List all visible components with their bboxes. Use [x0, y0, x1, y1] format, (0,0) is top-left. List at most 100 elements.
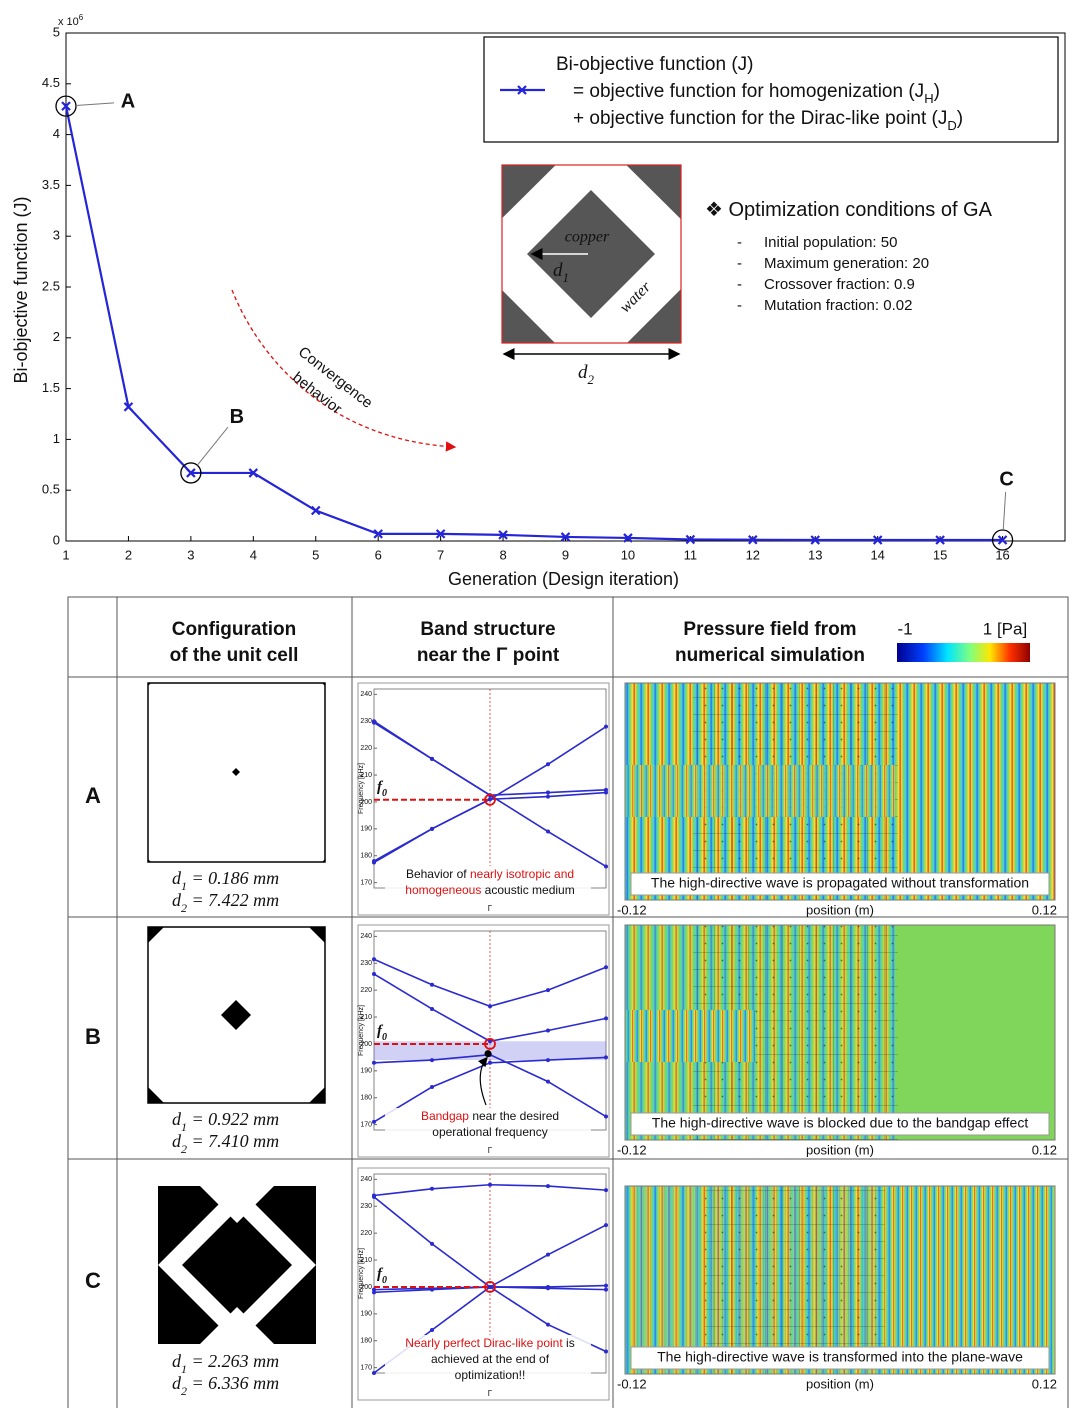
x-tick-label: 15 [933, 547, 947, 562]
band-point [488, 797, 492, 802]
table-grid [67, 596, 1069, 1408]
f0-label-part: f [377, 779, 384, 795]
d2-text-part: 2 [181, 1384, 187, 1398]
marker [935, 535, 945, 545]
band-y-tick-label: 240 [360, 933, 372, 940]
conditions-bullet: ❖ [705, 199, 729, 221]
band-point [546, 1252, 550, 1257]
inset-d1-part: d [553, 260, 563, 281]
f0-label-part: 0 [382, 1275, 387, 1286]
field-caption: The high-directive wave is blocked due t… [652, 1115, 1029, 1131]
legend-line-text-part: H [924, 91, 933, 106]
x-tick-label: 4 [250, 547, 257, 562]
config-b [147, 926, 326, 1104]
band-note-part: homogeneous [405, 883, 481, 897]
band-note-part: near the desired [469, 1109, 559, 1123]
annotation-circle [55, 95, 77, 117]
band-point [604, 1349, 608, 1354]
f0-circle [484, 793, 496, 806]
band-point [546, 1184, 550, 1189]
band-point [604, 1287, 608, 1292]
marker [685, 534, 696, 545]
x-tick-label: 16 [995, 547, 1009, 562]
band-note-part: acoustic medium [481, 883, 574, 897]
field-border [624, 682, 1056, 901]
band-note: operational frequency [432, 1125, 547, 1139]
condition-item: Maximum generation: 20 [764, 255, 929, 272]
x-tick-label: 13 [808, 547, 822, 562]
f0-label: f0 [377, 1023, 387, 1042]
band-note: Behavior of nearly isotropic and [406, 867, 574, 881]
band-y-tick-label: 230 [360, 960, 372, 967]
band-point [372, 957, 376, 962]
marker [186, 468, 196, 478]
d1-text-part: d [172, 1351, 182, 1371]
x-tick-label: 3 [187, 547, 194, 562]
band-point [546, 794, 550, 799]
position-min: -0.12 [617, 902, 647, 917]
band-note-part: Behavior of [406, 867, 470, 881]
band-point [430, 1186, 434, 1191]
d2-text-part: = 7.410 mm [187, 1131, 279, 1151]
condition-dash: - [737, 297, 742, 314]
band-y-tick-label: 170 [360, 1364, 372, 1371]
d1-text-part: d [172, 1109, 182, 1129]
band-y-tick-label: 240 [360, 691, 372, 698]
band-point [430, 756, 434, 761]
legend-line-text: = objective function for homogenization … [573, 81, 940, 106]
marker-stroke [623, 533, 633, 543]
band-point [546, 1028, 550, 1033]
d2-text-part: d [172, 1131, 182, 1151]
marker-stroke [186, 468, 196, 478]
band-point [430, 982, 434, 987]
band-note-part: is [563, 1336, 575, 1350]
band-y-tick-label: 220 [360, 1230, 372, 1237]
band-note-part: operational frequency [432, 1125, 547, 1139]
x-tick-label: 9 [562, 547, 569, 562]
table-header: numerical simulation [675, 645, 865, 666]
table-header: Band structure [420, 619, 555, 640]
band-y-tick-label: 240 [360, 1176, 372, 1183]
marker [517, 85, 527, 95]
annotation-leader [196, 426, 229, 466]
condition-item: Mutation fraction: 0.02 [764, 297, 912, 314]
unit-cell-inset [501, 164, 682, 360]
band-point [430, 1241, 434, 1246]
band-y-tick-label: 230 [360, 1203, 372, 1210]
band-note-part: nearly isotropic and [470, 867, 574, 881]
band-y-label: Frequency [kHz] [358, 1248, 365, 1299]
band-point [604, 1283, 608, 1288]
band-y-tick-label: 200 [360, 1284, 372, 1291]
condition-item: Crossover fraction: 0.9 [764, 276, 915, 293]
band-note-part: Bandgap [421, 1109, 469, 1123]
band-point [546, 762, 550, 767]
band-point [488, 1060, 492, 1065]
marker [872, 535, 883, 545]
band-point [604, 790, 608, 795]
row-label: B [85, 1024, 101, 1049]
band-y-tick-label: 210 [360, 772, 372, 779]
d2-text-part: = 6.336 mm [187, 1373, 279, 1393]
d2-text-part: 2 [181, 1142, 187, 1156]
x-tick-label: 2 [125, 547, 132, 562]
y-axis-label: Bi-objective function (J) [11, 196, 31, 383]
marker-stroke [373, 529, 383, 539]
table-header: Pressure field from [683, 619, 856, 640]
band-point [488, 1284, 492, 1289]
d1-text-part: = 2.263 mm [187, 1351, 279, 1371]
legend-box [483, 36, 1059, 143]
d1-text-part: = 0.186 mm [187, 868, 279, 888]
marker-stroke [810, 535, 821, 545]
band-point [372, 1194, 376, 1199]
marker [623, 533, 633, 543]
table-header: Configuration [172, 619, 297, 640]
annotation-leader [1002, 491, 1007, 531]
field-border [624, 1185, 1056, 1375]
annotation-circle [180, 462, 202, 484]
d2-text: d2 = 7.410 mm [172, 1131, 279, 1156]
annotation-label: C [999, 468, 1013, 490]
band-y-tick-label: 200 [360, 1041, 372, 1048]
d1-text: d1 = 2.263 mm [172, 1351, 279, 1376]
config-a [147, 682, 326, 863]
band-y-tick-label: 230 [360, 718, 372, 725]
